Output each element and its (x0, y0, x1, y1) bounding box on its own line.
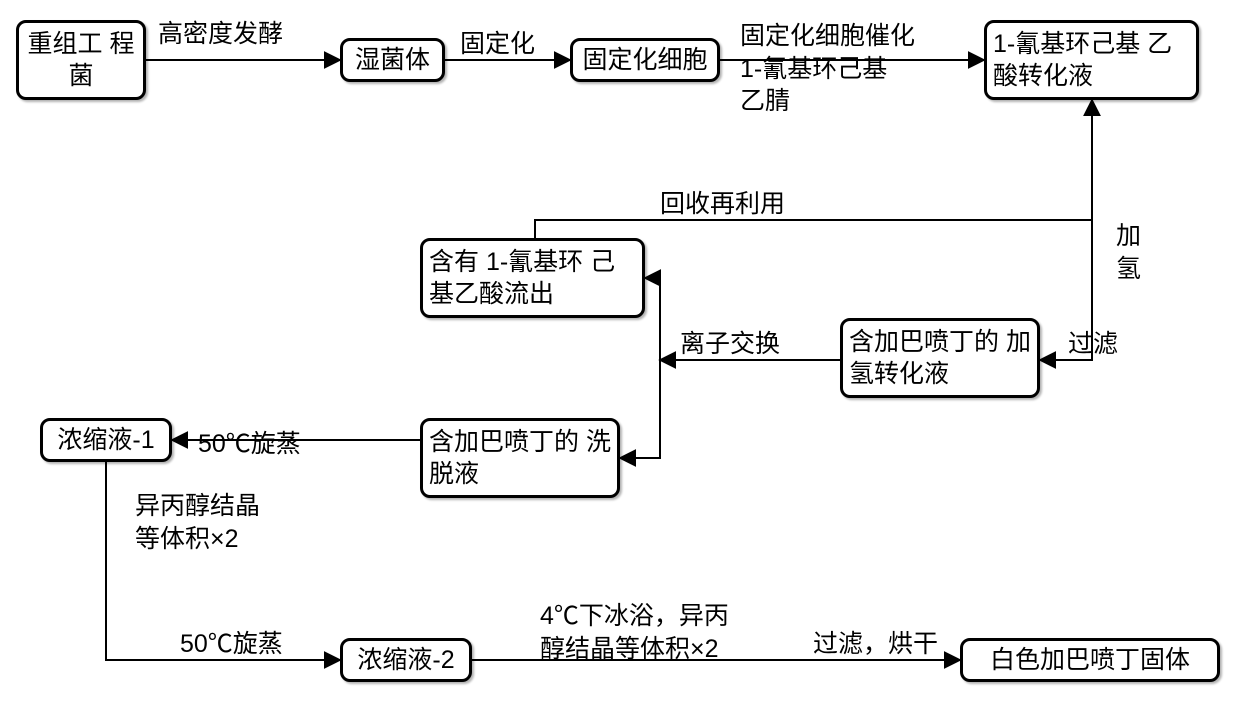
label-rotovap-1: 50℃旋蒸 (198, 428, 301, 461)
node-acetic-acid-liquid: 1-氰基环己基 乙酸转化液 (984, 20, 1199, 100)
node-label: 固定化细胞 (582, 44, 707, 77)
node-hydrogenation-liquid: 含加巴喷丁的 加氢转化液 (840, 318, 1040, 398)
node-label: 白色加巴喷丁固体 (990, 644, 1190, 677)
node-immobilized-cells: 固定化细胞 (570, 38, 720, 82)
label-immobilization: 固定化 (460, 28, 535, 61)
node-label: 含加巴喷丁的 加氢转化液 (849, 326, 1031, 391)
label-filter-1: 过滤 (1068, 328, 1118, 361)
node-wet-cells: 湿菌体 (340, 38, 445, 82)
label-icebath: 4℃下冰浴，异丙 醇结晶等体积×2 (540, 600, 729, 665)
node-white-solid: 白色加巴喷丁固体 (960, 638, 1220, 682)
node-concentrate-2: 浓缩液-2 (340, 638, 472, 682)
node-recombinant-bacteria: 重组工 程菌 (16, 20, 146, 100)
node-label: 含加巴喷丁的 洗脱液 (429, 426, 611, 491)
node-label: 浓缩液-2 (357, 644, 454, 677)
node-concentrate-1: 浓缩液-1 (40, 418, 172, 462)
label-ipa-crystal-1: 异丙醇结晶 等体积×2 (135, 490, 260, 555)
label-filter-dry: 过滤，烘干 (813, 628, 938, 661)
node-label: 重组工 程菌 (25, 28, 137, 93)
label-fermentation: 高密度发酵 (158, 18, 283, 51)
label-recycle: 回收再利用 (660, 188, 785, 221)
node-label: 湿菌体 (355, 44, 430, 77)
label-ion-exchange: 离子交换 (680, 328, 780, 361)
node-label: 浓缩液-1 (57, 424, 154, 457)
label-hydrogenation: 加 氢 (1116, 220, 1141, 285)
label-catalysis: 固定化细胞催化 1-氰基环己基 乙腈 (740, 20, 915, 118)
node-outflow: 含有 1-氰基环 己基乙酸流出 (420, 238, 645, 318)
label-rotovap-2: 50℃旋蒸 (180, 628, 283, 661)
node-label: 1-氰基环己基 乙酸转化液 (993, 28, 1190, 93)
node-eluent: 含加巴喷丁的 洗脱液 (420, 418, 620, 498)
node-label: 含有 1-氰基环 己基乙酸流出 (429, 246, 636, 311)
